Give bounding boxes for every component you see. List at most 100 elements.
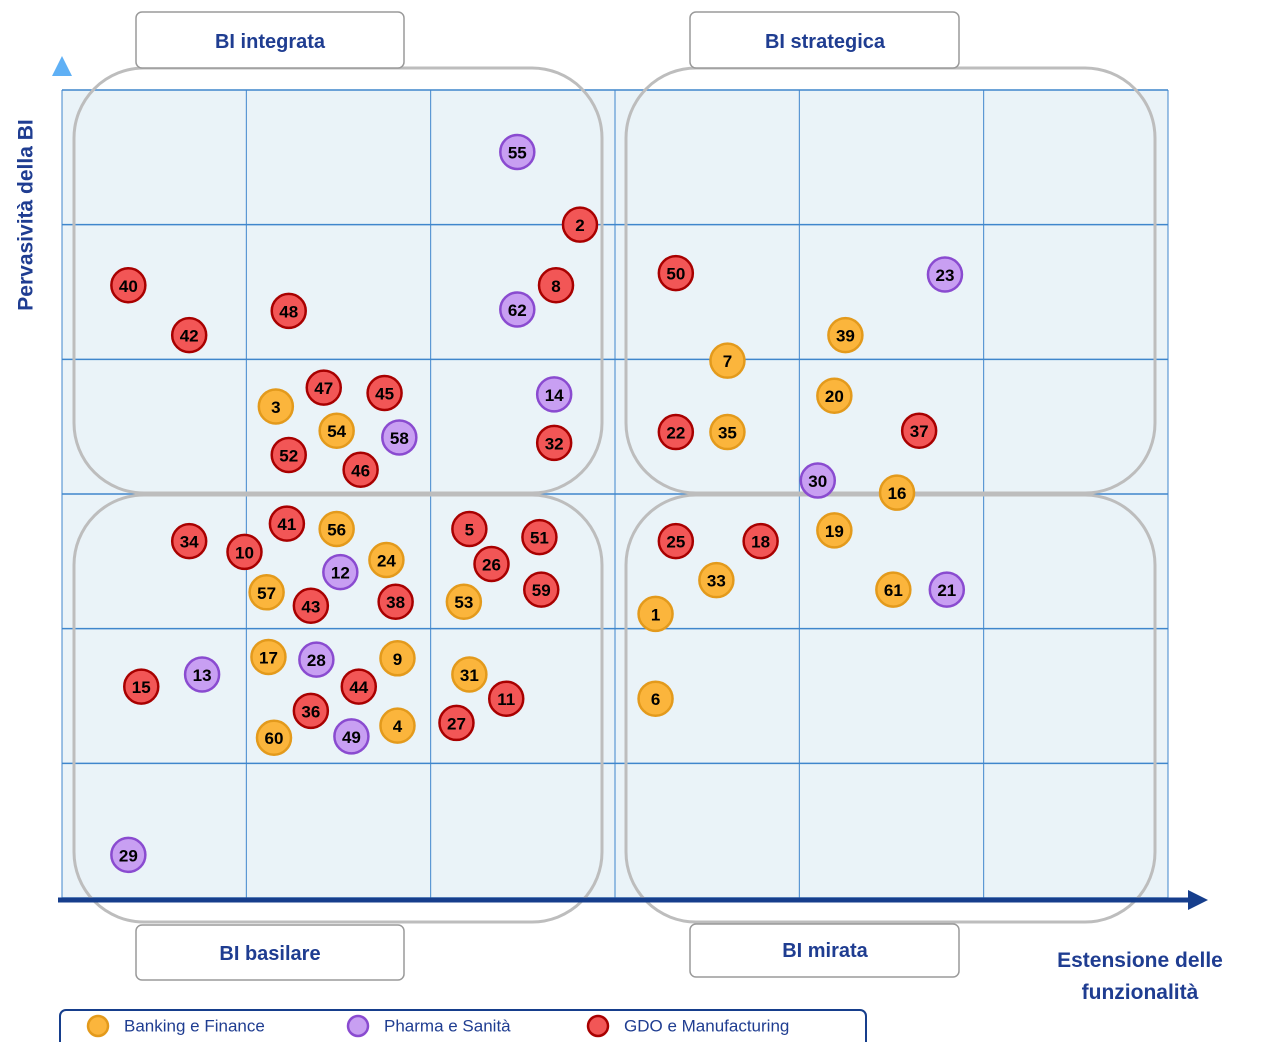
point — [318, 510, 355, 548]
point-label: 10 — [235, 543, 254, 562]
point-label: 16 — [888, 484, 907, 503]
point — [377, 583, 414, 620]
point-label: 36 — [301, 702, 320, 721]
point-label: 9 — [393, 650, 402, 669]
point — [318, 412, 355, 449]
point-label: 54 — [327, 422, 346, 441]
point-label: 20 — [825, 387, 844, 406]
point-label: 12 — [331, 564, 350, 583]
point — [292, 692, 330, 730]
point — [742, 522, 779, 560]
y-axis-arrow — [52, 56, 72, 76]
point — [257, 388, 295, 425]
point-label: 48 — [279, 302, 298, 321]
point-label: 24 — [377, 551, 396, 570]
quadrant-label: BI integrata — [215, 31, 326, 53]
point — [657, 522, 695, 560]
point — [709, 413, 746, 451]
point — [487, 680, 525, 717]
point-label: 26 — [482, 556, 501, 575]
point — [451, 656, 488, 693]
point — [637, 680, 674, 717]
point-label: 40 — [119, 277, 138, 296]
point — [183, 656, 221, 693]
point — [926, 256, 964, 293]
point — [523, 571, 560, 608]
x-axis-label: Estensione delle funzionalità — [1057, 949, 1223, 1004]
point-label: 2 — [575, 216, 584, 235]
point — [368, 541, 405, 579]
point — [799, 462, 837, 499]
point — [878, 474, 916, 511]
point-label: 6 — [651, 690, 660, 709]
x-axis-arrow — [1188, 890, 1208, 910]
point — [499, 133, 536, 171]
point — [340, 668, 378, 705]
point — [333, 718, 370, 755]
label-box — [135, 924, 405, 981]
point — [381, 419, 418, 456]
point — [250, 638, 287, 676]
point — [709, 342, 746, 379]
point-label: 13 — [193, 666, 212, 685]
point — [270, 292, 307, 330]
point-label: 51 — [530, 529, 549, 548]
point — [170, 522, 208, 560]
point-label: 18 — [751, 533, 770, 552]
point — [875, 571, 912, 608]
point — [342, 451, 379, 489]
point-label: 29 — [119, 846, 138, 865]
quadrant-label: BI mirata — [782, 940, 868, 962]
point-label: 47 — [314, 379, 333, 398]
point-label: 56 — [327, 521, 346, 540]
point — [535, 424, 573, 462]
point — [928, 571, 966, 608]
point-label: 44 — [349, 678, 368, 697]
point-label: 3 — [271, 398, 280, 417]
point — [698, 561, 735, 599]
point-label: 42 — [180, 327, 199, 346]
point-label: 43 — [301, 597, 320, 616]
point-label: 41 — [277, 515, 296, 534]
point-label: 52 — [279, 446, 298, 465]
point — [379, 707, 416, 744]
point-label: 8 — [551, 277, 560, 296]
point-label: 61 — [884, 581, 903, 600]
label-box — [689, 11, 960, 69]
legend-label: Pharma e Sanità — [384, 1017, 511, 1036]
point-label: 35 — [718, 424, 737, 443]
point-label: 57 — [257, 584, 276, 603]
quadrant-label-boxes — [135, 11, 960, 981]
point-label: 33 — [707, 572, 726, 591]
point — [445, 583, 483, 620]
point-label: 23 — [935, 266, 954, 285]
point-label: 32 — [545, 434, 564, 453]
point-label: 25 — [666, 533, 685, 552]
point-label: 45 — [375, 385, 394, 404]
point — [322, 553, 359, 591]
point-label: 28 — [307, 651, 326, 670]
point-label: 11 — [497, 690, 515, 709]
point-label: 55 — [508, 143, 527, 162]
point-label: 7 — [723, 352, 732, 371]
legend-marker — [86, 1014, 110, 1038]
point-label: 5 — [465, 521, 474, 540]
point — [827, 316, 864, 354]
point — [255, 719, 293, 756]
point-label: 22 — [666, 424, 685, 443]
legend-marker — [346, 1014, 370, 1038]
point-label: 21 — [937, 581, 956, 600]
quadrant-label: BI strategica — [765, 31, 886, 53]
point-label: 4 — [393, 717, 403, 736]
point-label: 15 — [132, 678, 151, 697]
point — [816, 512, 853, 549]
point — [900, 412, 938, 449]
point — [305, 369, 343, 406]
point-label: 1 — [651, 605, 660, 624]
point — [637, 595, 674, 633]
y-axis-label: Pervasività della BI — [15, 119, 38, 310]
point-label: 34 — [180, 533, 199, 552]
point — [123, 668, 160, 705]
